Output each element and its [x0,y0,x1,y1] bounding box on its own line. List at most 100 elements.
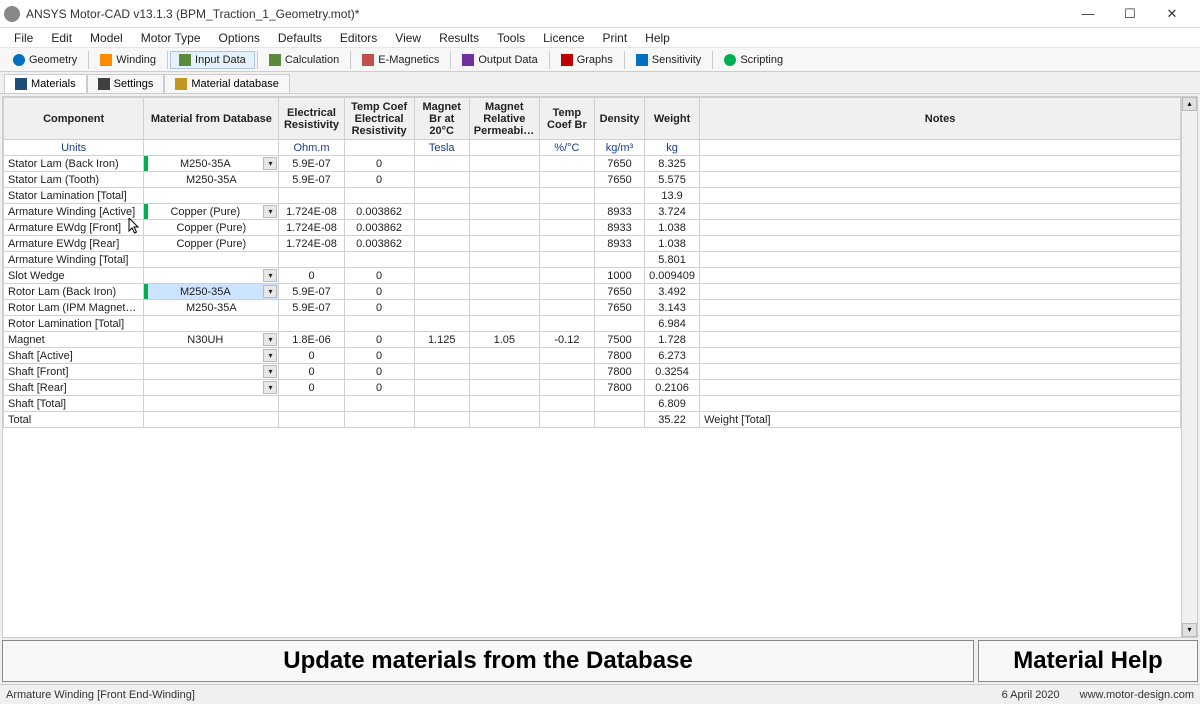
vertical-scrollbar[interactable]: ▴ ▾ [1181,97,1197,637]
dropdown-arrow-icon[interactable]: ▾ [263,157,277,170]
column-header[interactable]: Magnet Br at 20°C [414,98,469,140]
component-cell[interactable]: Rotor Lam (IPM Magnet Pole) [4,300,144,316]
value-cell[interactable] [594,396,644,412]
value-cell[interactable] [700,188,1181,204]
value-cell[interactable] [469,172,539,188]
value-cell[interactable] [414,412,469,428]
component-cell[interactable]: Armature Winding [Active] [4,204,144,220]
material-help-button[interactable]: Material Help [978,640,1198,682]
value-cell[interactable] [469,364,539,380]
value-cell[interactable]: Weight [Total] [700,412,1181,428]
update-materials-button[interactable]: Update materials from the Database [2,640,974,682]
material-cell[interactable]: ▾ [144,380,279,396]
value-cell[interactable] [469,220,539,236]
material-cell[interactable]: Copper (Pure) [144,236,279,252]
menu-model[interactable]: Model [82,29,131,47]
dropdown-arrow-icon[interactable]: ▾ [263,381,277,394]
dropdown-arrow-icon[interactable]: ▾ [263,205,277,218]
value-cell[interactable] [469,396,539,412]
value-cell[interactable] [700,268,1181,284]
value-cell[interactable]: 0 [279,268,344,284]
value-cell[interactable]: 6.984 [645,316,700,332]
value-cell[interactable] [469,156,539,172]
value-cell[interactable] [469,188,539,204]
value-cell[interactable] [700,252,1181,268]
value-cell[interactable]: 0 [344,332,414,348]
value-cell[interactable] [279,396,344,412]
value-cell[interactable]: 0 [344,172,414,188]
menu-defaults[interactable]: Defaults [270,29,330,47]
value-cell[interactable]: 0 [344,156,414,172]
toolbar-scripting[interactable]: Scripting [715,51,792,69]
value-cell[interactable] [279,252,344,268]
value-cell[interactable] [469,300,539,316]
value-cell[interactable]: 1.038 [645,220,700,236]
value-cell[interactable]: 1.724E-08 [279,204,344,220]
value-cell[interactable] [414,172,469,188]
menu-motor-type[interactable]: Motor Type [133,29,209,47]
material-cell[interactable]: M250-35A▾ [144,284,279,300]
value-cell[interactable] [594,252,644,268]
value-cell[interactable]: 7650 [594,284,644,300]
dropdown-arrow-icon[interactable]: ▾ [263,349,277,362]
maximize-button[interactable]: ☐ [1116,6,1144,22]
value-cell[interactable]: 0 [279,380,344,396]
value-cell[interactable]: 7800 [594,364,644,380]
menu-file[interactable]: File [6,29,41,47]
menu-view[interactable]: View [387,29,429,47]
value-cell[interactable] [700,156,1181,172]
value-cell[interactable] [700,348,1181,364]
value-cell[interactable]: 7500 [594,332,644,348]
column-header[interactable]: Component [4,98,144,140]
value-cell[interactable] [700,300,1181,316]
menu-help[interactable]: Help [637,29,678,47]
value-cell[interactable]: 8933 [594,204,644,220]
value-cell[interactable] [539,316,594,332]
value-cell[interactable] [469,380,539,396]
toolbar-input-data[interactable]: Input Data [170,51,255,69]
value-cell[interactable]: 0 [344,348,414,364]
value-cell[interactable] [469,236,539,252]
value-cell[interactable] [539,188,594,204]
material-cell[interactable] [144,252,279,268]
value-cell[interactable] [414,204,469,220]
value-cell[interactable] [700,396,1181,412]
column-header[interactable]: Magnet Relative Permeability [469,98,539,140]
value-cell[interactable] [539,172,594,188]
value-cell[interactable] [414,220,469,236]
component-cell[interactable]: Shaft [Rear] [4,380,144,396]
value-cell[interactable]: 1.125 [414,332,469,348]
value-cell[interactable] [539,236,594,252]
column-header[interactable]: Material from Database [144,98,279,140]
value-cell[interactable] [469,316,539,332]
component-cell[interactable]: Stator Lam (Tooth) [4,172,144,188]
value-cell[interactable] [700,172,1181,188]
value-cell[interactable] [539,284,594,300]
value-cell[interactable]: 5.9E-07 [279,156,344,172]
toolbar-geometry[interactable]: Geometry [4,51,86,69]
column-header[interactable]: Temp Coef Br [539,98,594,140]
value-cell[interactable]: 0.003862 [344,236,414,252]
value-cell[interactable]: 1.724E-08 [279,220,344,236]
component-cell[interactable]: Armature EWdg [Rear] [4,236,144,252]
value-cell[interactable]: -0.12 [539,332,594,348]
component-cell[interactable]: Rotor Lamination [Total] [4,316,144,332]
component-cell[interactable]: Armature EWdg [Front] [4,220,144,236]
value-cell[interactable] [469,412,539,428]
dropdown-arrow-icon[interactable]: ▾ [263,285,277,298]
value-cell[interactable]: 35.22 [645,412,700,428]
dropdown-arrow-icon[interactable]: ▾ [263,333,277,346]
value-cell[interactable]: 8933 [594,220,644,236]
close-button[interactable]: ✕ [1158,6,1186,22]
value-cell[interactable] [414,396,469,412]
value-cell[interactable] [414,348,469,364]
value-cell[interactable] [469,268,539,284]
column-header[interactable]: Density [594,98,644,140]
value-cell[interactable]: 0 [344,364,414,380]
value-cell[interactable]: 0.003862 [344,204,414,220]
value-cell[interactable] [414,268,469,284]
value-cell[interactable]: 1.05 [469,332,539,348]
value-cell[interactable]: 0.003862 [344,220,414,236]
toolbar-graphs[interactable]: Graphs [552,51,622,69]
value-cell[interactable] [594,188,644,204]
